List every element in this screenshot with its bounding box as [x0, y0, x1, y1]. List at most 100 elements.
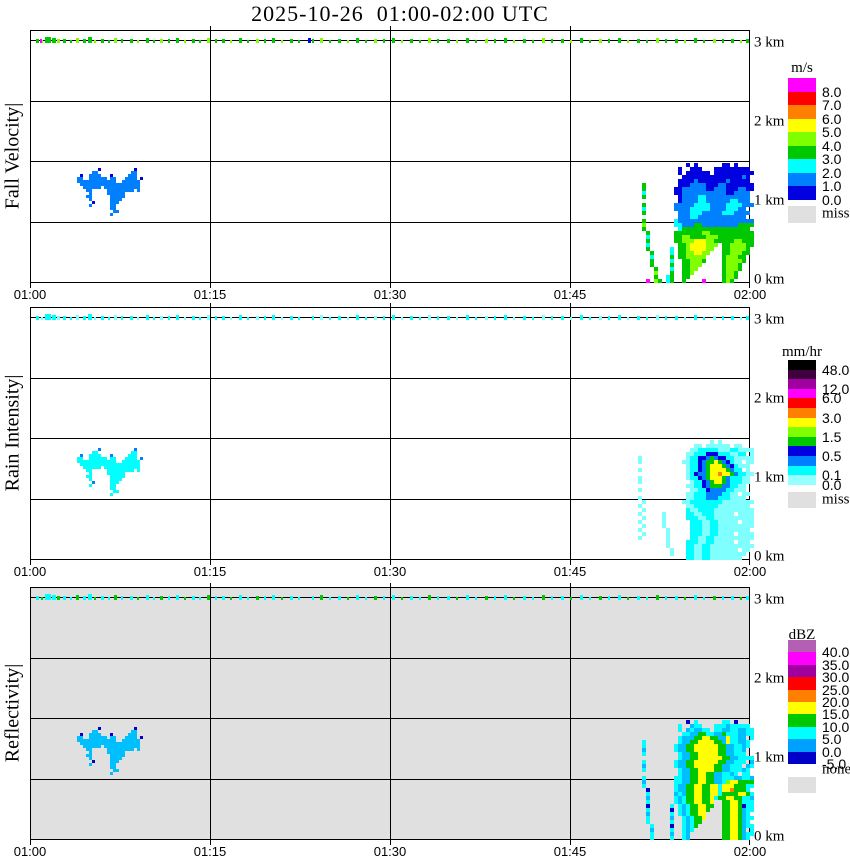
- echo-cell: [710, 211, 714, 215]
- echo-cell: [678, 744, 682, 748]
- echo-cell: [92, 171, 95, 174]
- axis-tick-bottom: [210, 560, 211, 565]
- echo-cell: [714, 520, 718, 524]
- echo-cell: [92, 463, 95, 466]
- echo-cell: [690, 500, 694, 504]
- echo-cell: [706, 235, 710, 239]
- echo-speckle: [264, 596, 266, 600]
- echo-cell: [646, 788, 650, 792]
- echo-cell: [113, 754, 116, 757]
- echo-cell: [134, 183, 137, 186]
- echo-cell: [746, 808, 750, 812]
- echo-cell: [110, 457, 113, 460]
- echo-cell: [698, 800, 702, 804]
- echo-cell: [682, 175, 686, 179]
- echo-cell: [686, 456, 690, 460]
- echo-cell: [134, 736, 137, 739]
- echo-cell: [95, 457, 98, 460]
- echo-cell: [83, 742, 86, 745]
- echo-cell: [686, 496, 690, 500]
- echo-cell: [77, 460, 80, 463]
- echo-cell: [750, 544, 754, 548]
- echo-cell: [698, 448, 702, 452]
- echo-speckle: [222, 596, 225, 600]
- echo-cell: [104, 183, 107, 186]
- echo-cell: [670, 548, 674, 552]
- echo-cell: [730, 267, 734, 271]
- echo-speckle: [312, 596, 314, 600]
- legend-swatch: [788, 664, 816, 678]
- legend-value-label: 20.0: [822, 694, 850, 710]
- echo-cell: [710, 480, 714, 484]
- echo-cell: [110, 183, 113, 186]
- echo-cell: [678, 203, 682, 207]
- echo-cell: [738, 211, 742, 215]
- echo-cell: [730, 464, 734, 468]
- echo-cell: [113, 201, 116, 204]
- echo-cell: [690, 544, 694, 548]
- echo-cell: [742, 191, 746, 195]
- echo-cell: [702, 279, 706, 283]
- echo-cell: [110, 192, 113, 195]
- echo-speckle: [83, 316, 86, 320]
- echo-cell: [746, 219, 750, 223]
- echo-speckle: [589, 317, 591, 320]
- echo-cell: [690, 732, 694, 736]
- echo-cell: [89, 736, 92, 739]
- echo-cell: [694, 251, 698, 255]
- echo-cell: [730, 768, 734, 772]
- echo-speckle: [428, 595, 431, 600]
- echo-cell: [718, 219, 722, 223]
- echo-cell: [726, 540, 730, 544]
- echo-cell: [92, 454, 95, 457]
- echo-cell: [131, 457, 134, 460]
- echo-cell: [694, 816, 698, 820]
- echo-speckle: [746, 596, 749, 600]
- echo-speckle: [130, 316, 133, 320]
- echo-cell: [125, 739, 128, 742]
- echo-cell: [706, 243, 710, 247]
- echo-cell: [738, 524, 742, 528]
- echo-cell: [642, 187, 646, 191]
- echo-speckle: [239, 315, 242, 320]
- echo-cell: [714, 496, 718, 500]
- echo-cell: [730, 736, 734, 740]
- echo-cell: [718, 223, 722, 227]
- echo-cell: [722, 175, 726, 179]
- legend-value-label: 6.0: [822, 110, 842, 127]
- echo-cell: [702, 452, 706, 456]
- echo-cell: [722, 243, 726, 247]
- echo-cell: [738, 460, 742, 464]
- echo-cell: [690, 740, 694, 744]
- echo-cell: [686, 548, 690, 552]
- echo-cell: [702, 251, 706, 255]
- echo-cell: [642, 764, 646, 768]
- legend-swatch: [788, 677, 816, 690]
- echo-cell: [678, 195, 682, 199]
- echo-cell: [734, 752, 738, 756]
- echo-cell: [714, 532, 718, 536]
- echo-cell: [80, 174, 83, 177]
- echo-cell: [116, 760, 119, 763]
- echo-cell: [718, 500, 722, 504]
- echo-cell: [694, 508, 698, 512]
- echo-cell: [742, 516, 746, 520]
- echo-speckle: [41, 40, 43, 43]
- echo-speckle: [264, 39, 266, 43]
- echo-cell: [119, 195, 122, 198]
- echo-cell: [726, 247, 730, 251]
- echo-cell: [654, 279, 658, 283]
- echo-cell: [113, 192, 116, 195]
- echo-cell: [722, 227, 726, 231]
- echo-cell: [710, 175, 714, 179]
- echo-cell: [710, 488, 714, 492]
- echo-cell: [638, 512, 642, 516]
- echo-cell: [678, 724, 682, 728]
- echo-speckle: [281, 40, 283, 43]
- echo-cell: [722, 464, 726, 468]
- echo-cell: [742, 548, 746, 552]
- echo-speckle: [392, 38, 395, 43]
- echo-cell: [726, 744, 730, 748]
- echo-cell: [690, 195, 694, 199]
- echo-cell: [738, 464, 742, 468]
